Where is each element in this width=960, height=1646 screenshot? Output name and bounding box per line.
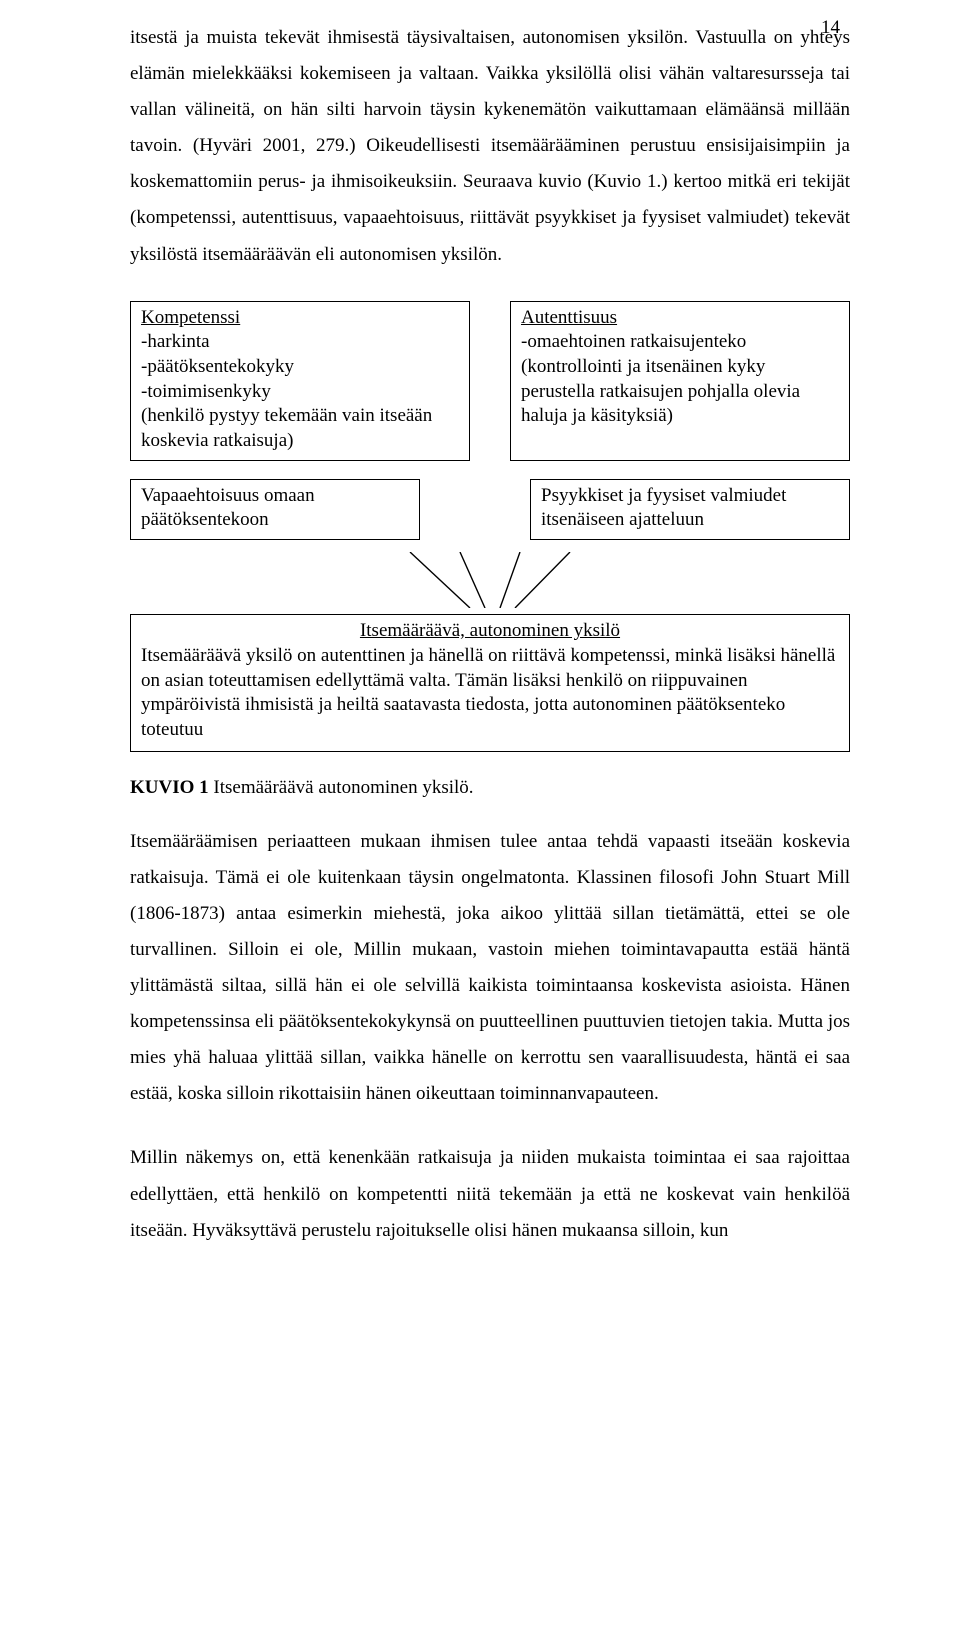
diagram-row-2: Vapaaehtoisuus omaan päätöksentekoon Psy… — [130, 479, 850, 540]
box-psyykkiset-body: Psyykkiset ja fyysiset valmiudet itsenäi… — [541, 485, 786, 531]
box-autenttisuus-body: -omaehtoinen ratkaisujenteko(kontrolloin… — [521, 331, 800, 426]
paragraph-bottom: Millin näkemys on, että kenenkään ratkai… — [130, 1140, 850, 1248]
box-vapaaehtoisuus: Vapaaehtoisuus omaan päätöksentekoon — [130, 479, 420, 540]
diagram-row-1: Kompetenssi -harkinta-päätöksentekokyky-… — [130, 301, 850, 461]
diagram-area: Kompetenssi -harkinta-päätöksentekokyky-… — [130, 301, 850, 752]
box-kompetenssi-title: Kompetenssi — [141, 307, 240, 328]
box-itsemaaraava-title: Itsemääräävä, autonominen yksilö — [141, 619, 839, 644]
page-number: 14 — [821, 10, 840, 46]
paragraph-middle: Itsemääräämisen periaatteen mukaan ihmis… — [130, 824, 850, 1113]
box-vapaaehtoisuus-body: Vapaaehtoisuus omaan päätöksentekoon — [141, 485, 315, 531]
box-itsemaaraava: Itsemääräävä, autonominen yksilö Itsemää… — [130, 614, 850, 751]
box-kompetenssi: Kompetenssi -harkinta-päätöksentekokyky-… — [130, 301, 470, 461]
box-psyykkiset: Psyykkiset ja fyysiset valmiudet itsenäi… — [530, 479, 850, 540]
box-autenttisuus-title: Autenttisuus — [521, 307, 617, 328]
paragraph-top: itsestä ja muista tekevät ihmisestä täys… — [130, 20, 850, 273]
figure-caption-bold: KUVIO 1 — [130, 777, 209, 798]
document-page: 14 itsestä ja muista tekevät ihmisestä t… — [0, 0, 960, 1299]
figure-caption: KUVIO 1 Itsemääräävä autonominen yksilö. — [130, 770, 850, 806]
box-autenttisuus: Autenttisuus -omaehtoinen ratkaisujentek… — [510, 301, 850, 461]
figure-caption-rest: Itsemääräävä autonominen yksilö. — [209, 777, 474, 798]
box-itsemaaraava-body: Itsemääräävä yksilö on autenttinen ja hä… — [141, 645, 835, 740]
box-kompetenssi-body: -harkinta-päätöksentekokyky-toimimisenky… — [141, 331, 432, 451]
connector-lines — [350, 552, 630, 608]
